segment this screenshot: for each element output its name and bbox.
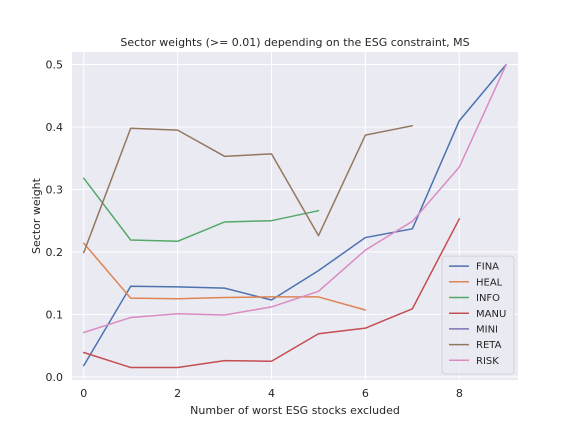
x-tick-label: 4 (268, 387, 275, 400)
y-tick-label: 0.0 (46, 371, 64, 384)
y-tick-label: 0.5 (46, 58, 64, 71)
y-tick-label: 0.1 (46, 308, 64, 321)
series-line-info (82, 177, 320, 243)
y-tick-label: 0.3 (46, 183, 64, 196)
x-tick-label: 0 (80, 387, 87, 400)
legend-label-mini: MINI (476, 325, 498, 336)
series-line-fina (82, 63, 508, 367)
series-line-reta (82, 124, 414, 254)
legend-label-risk: RISK (476, 356, 499, 367)
legend: FINA HEAL INFO MANU MINI RETA RISK (441, 255, 515, 375)
x-tick-label: 8 (456, 387, 463, 400)
legend-label-info: INFO (476, 293, 500, 304)
grid-lines (72, 52, 518, 380)
y-axis-label: Sector weight (30, 177, 43, 254)
legend-label-reta: RETA (476, 340, 502, 351)
series-line-manu (82, 218, 461, 369)
legend-label-heal: HEAL (476, 277, 503, 288)
chart-title: Sector weights (>= 0.01) depending on th… (120, 36, 469, 49)
x-axis-label: Number of worst ESG stocks excluded (190, 404, 400, 417)
y-tick-label: 0.4 (46, 121, 64, 134)
legend-label-manu: MANU (476, 309, 506, 320)
series-line-heal (82, 242, 367, 311)
series-line-risk (82, 63, 508, 334)
legend-label-fina: FINA (476, 262, 499, 273)
x-tick-label: 2 (174, 387, 181, 400)
y-tick-label: 0.2 (46, 246, 64, 259)
series-layer (82, 63, 508, 369)
tick-labels: 0 2 4 6 8 0.0 0.1 0.2 0.3 0.4 0.5 (46, 58, 463, 400)
x-tick-label: 6 (362, 387, 369, 400)
